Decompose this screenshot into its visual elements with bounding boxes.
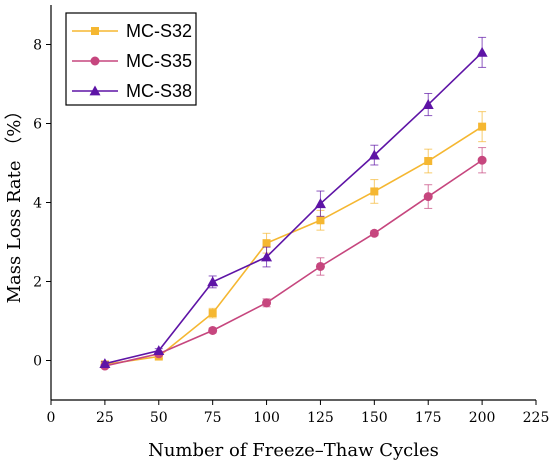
y-axis-title: Mass Loss Rate （%） [4, 102, 25, 304]
x-tick-label: 200 [469, 410, 496, 426]
legend-label: MC-S38 [126, 81, 192, 101]
series-line [104, 159, 483, 367]
data-point [208, 325, 218, 335]
series-MC-S35 [100, 147, 487, 371]
data-point [424, 157, 433, 166]
data-point [99, 358, 111, 369]
legend-marker [90, 56, 100, 66]
y-tick-label: 0 [33, 354, 42, 370]
data-point [370, 187, 379, 196]
data-point [423, 192, 433, 202]
y-tick-label: 8 [33, 38, 42, 54]
data-point [262, 239, 271, 248]
y-tick-label: 6 [33, 117, 42, 133]
x-tick-label: 150 [361, 410, 388, 426]
data-point [422, 99, 434, 109]
data-point [262, 298, 272, 308]
data-point [478, 122, 487, 131]
x-axis-title: Number of Freeze–Thaw Cycles [148, 440, 439, 461]
y-tick-label: 4 [33, 196, 42, 212]
x-tick-label: 100 [253, 410, 280, 426]
x-tick-label: 25 [96, 410, 114, 426]
y-tick-label: 2 [33, 275, 42, 291]
data-point [476, 46, 488, 57]
legend-box [65, 12, 197, 106]
x-tick-label: 0 [47, 410, 56, 426]
series-MC-S38 [99, 36, 488, 369]
legend-label: MC-S32 [126, 21, 192, 41]
data-point [208, 309, 217, 318]
legend-marker [91, 27, 99, 35]
data-point [369, 228, 379, 238]
x-tick-label: 50 [150, 410, 168, 426]
data-point [368, 149, 380, 160]
data-point [316, 216, 325, 225]
data-point [153, 345, 165, 356]
data-point [477, 155, 487, 165]
data-point [315, 261, 325, 271]
series-line [104, 51, 483, 365]
x-tick-label: 225 [523, 410, 550, 426]
legend-marker [89, 85, 101, 96]
legend-label: MC-S35 [126, 51, 192, 71]
data-point [261, 251, 273, 262]
x-tick-label: 125 [307, 410, 334, 426]
x-tick-label: 175 [415, 410, 442, 426]
series-layer [99, 36, 488, 371]
series-MC-S32 [100, 111, 487, 369]
legend: MC-S32 MC-S35 MC-S38 [65, 12, 197, 106]
axes: 0 25 50 75 100 125 150 175 200 225 0 2 4 6 8 [33, 5, 549, 426]
x-tick-label: 75 [204, 410, 222, 426]
data-point [207, 276, 219, 287]
data-point [314, 198, 326, 209]
